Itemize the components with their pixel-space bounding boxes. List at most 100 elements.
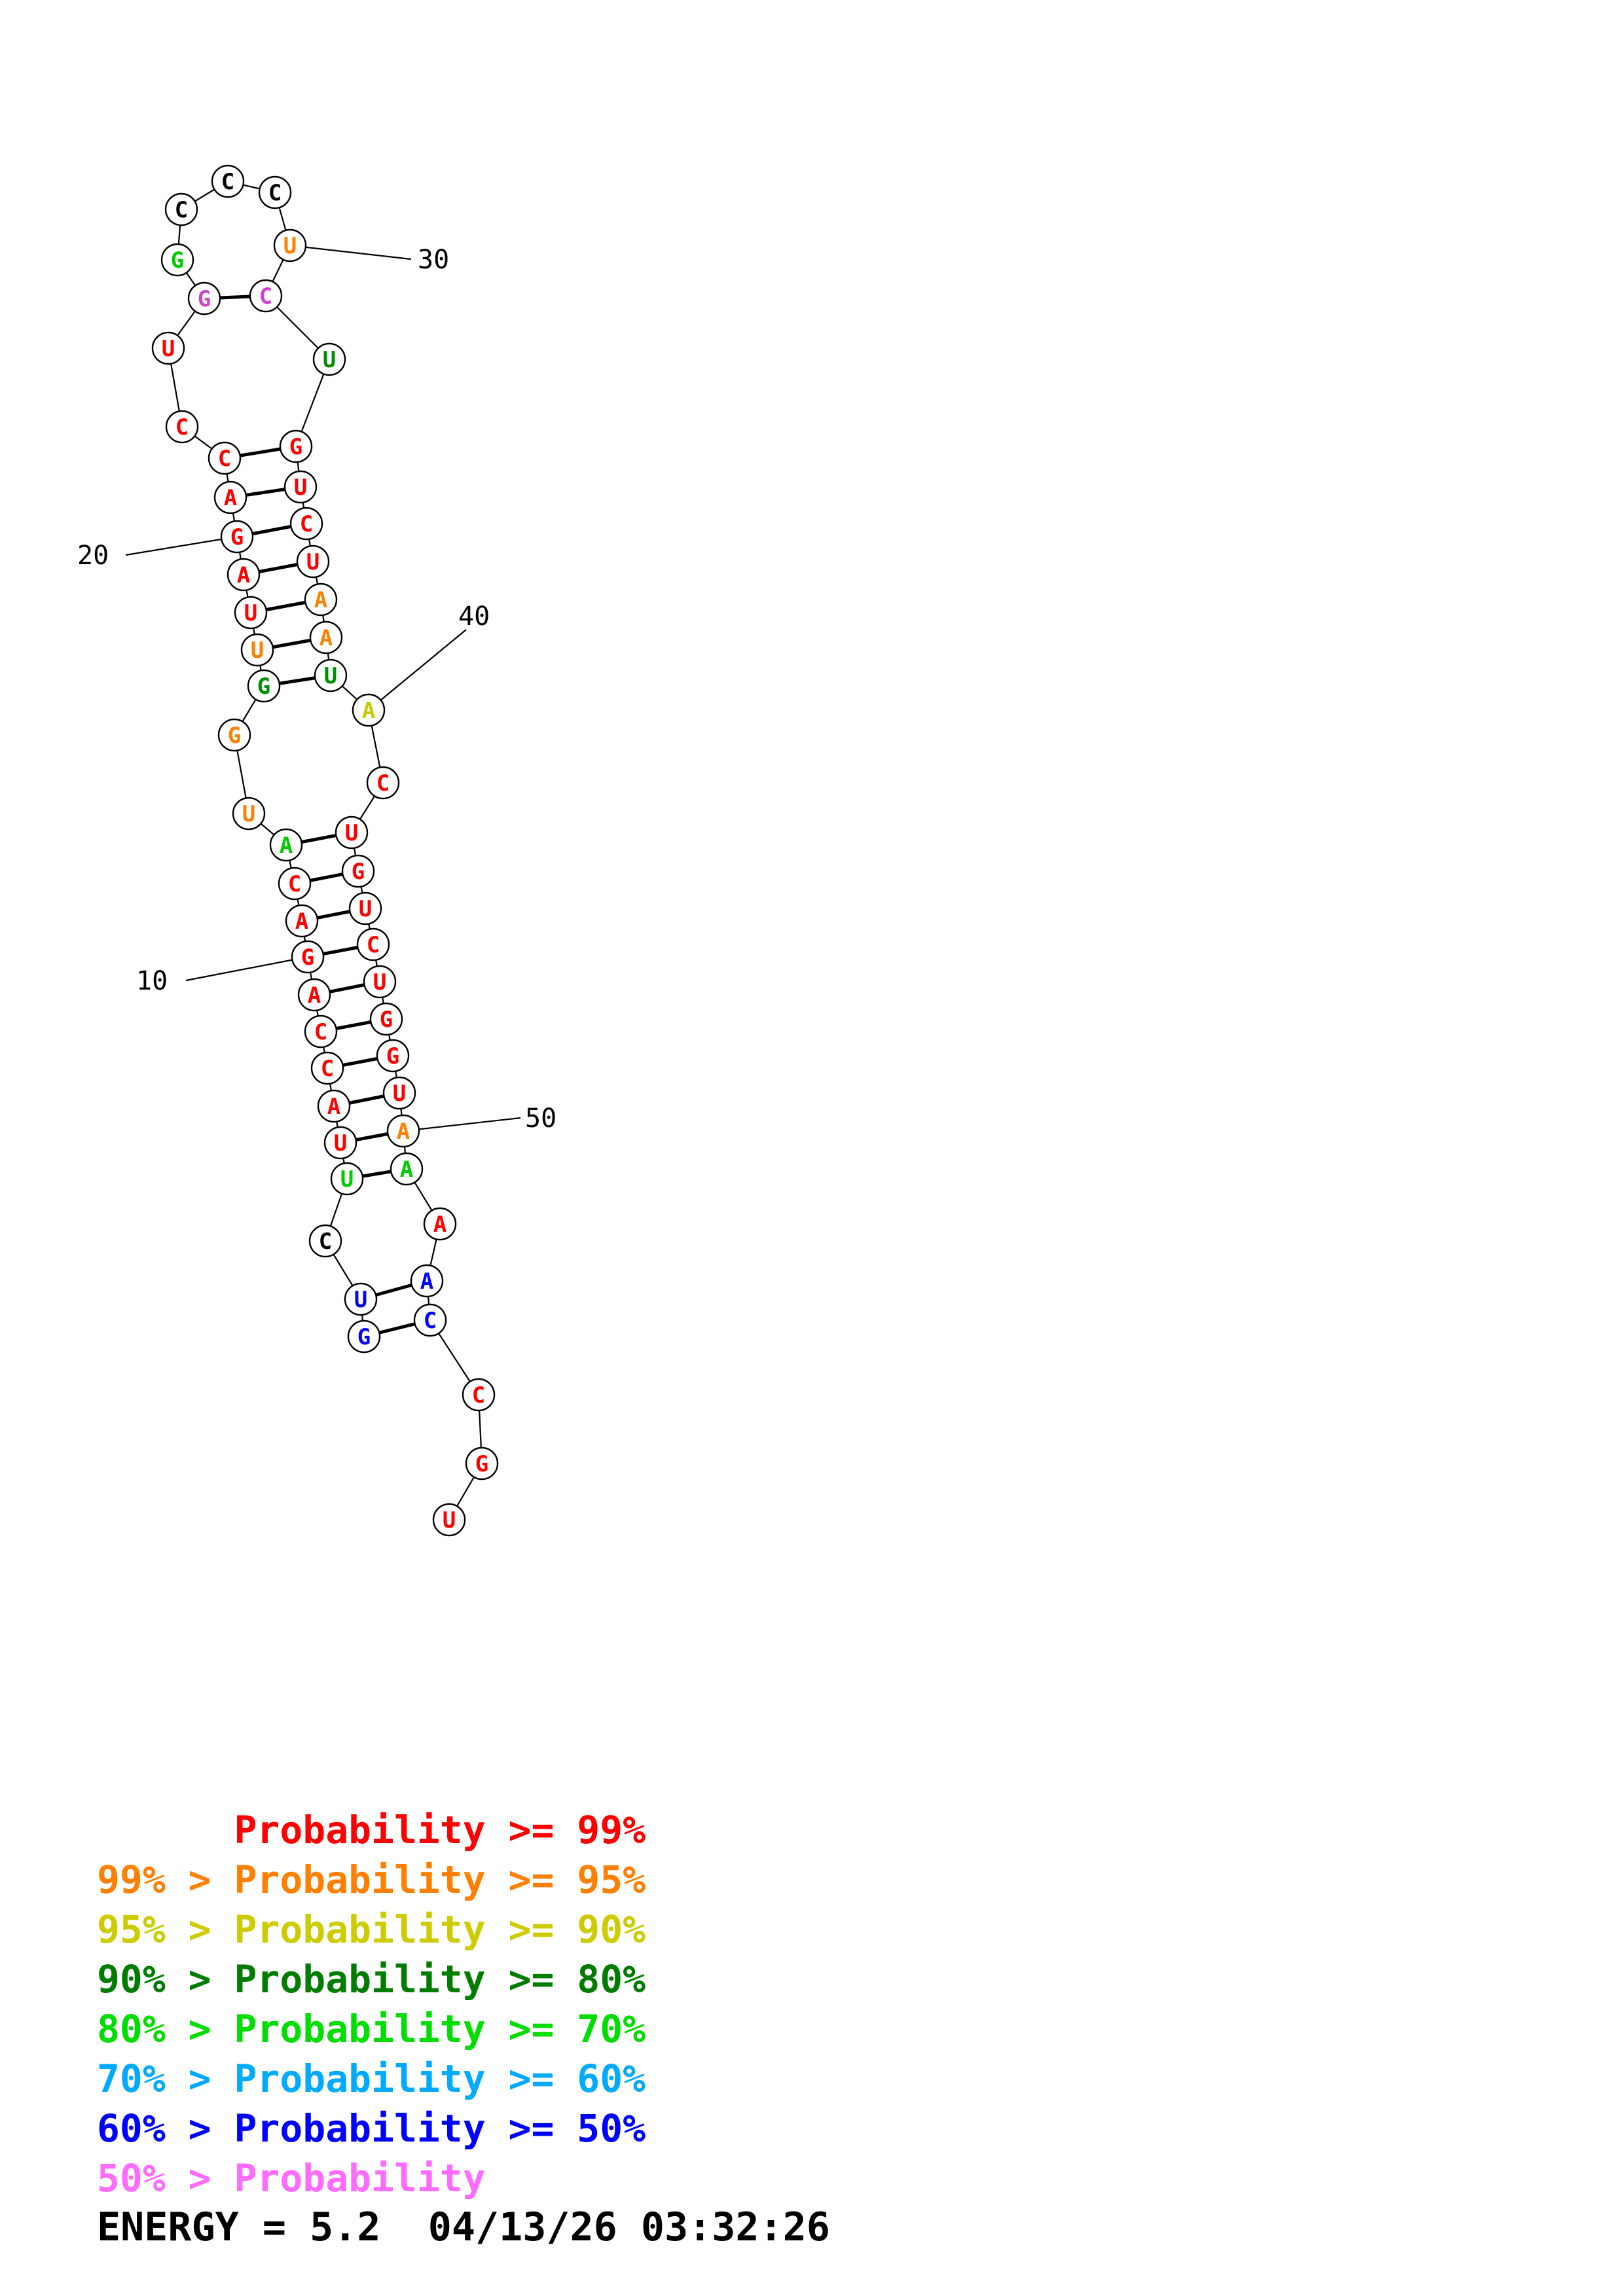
nucleotide-circle — [344, 1282, 378, 1316]
nucleotide-circle — [314, 658, 348, 692]
nucleotide-circle — [348, 891, 382, 925]
nucleotide-circle — [273, 228, 307, 262]
nucleotide-base-A: A — [295, 908, 308, 935]
nucleotide-circle — [247, 669, 281, 703]
nucleotide-circle — [304, 583, 338, 617]
nucleotide-base-U: U — [393, 1081, 406, 1107]
nucleotide-base-C: C — [259, 283, 272, 310]
nucleotide-base-G: G — [171, 247, 184, 274]
position-label: 20 — [77, 541, 109, 571]
nucleotide-circle — [363, 965, 397, 999]
nucleotide-circle — [309, 620, 343, 655]
nucleotide-base-U: U — [334, 1130, 347, 1157]
nucleotide-base-U: U — [251, 637, 264, 664]
nucleotide-base-U: U — [373, 969, 386, 996]
nucleotide-base-C: C — [218, 446, 231, 472]
nucleotide-circle — [240, 633, 274, 667]
nucleotide-circle — [423, 1207, 457, 1241]
nucleotide-base-G: G — [289, 434, 302, 460]
nucleotide-base-G: G — [475, 1451, 488, 1477]
nucleotide-base-C: C — [288, 871, 301, 897]
nucleotide-base-A: A — [224, 485, 237, 511]
legend-line: 60% > Probability >= 50% — [97, 2106, 646, 2151]
nucleotide-circle — [376, 1039, 410, 1073]
nucleotide-base-C: C — [175, 414, 189, 440]
legend-line: Probability >= 99% — [97, 1808, 646, 1852]
nucleotide-circle — [160, 243, 194, 277]
nucleotide-circle — [234, 596, 268, 630]
nucleotide-circle — [291, 940, 325, 974]
nucleotide-base-A: A — [362, 698, 375, 724]
nucleotide-circle — [208, 441, 242, 475]
label-leader-line — [403, 1117, 521, 1132]
nucleotide-circle — [341, 854, 375, 888]
nucleotide-base-U: U — [244, 600, 257, 626]
nucleotide-circle — [232, 797, 266, 831]
nucleotide-base-U: U — [306, 549, 319, 575]
nucleotide-circle — [217, 718, 251, 752]
probability-legend: Probability >= 99% 99% > Probability >= 9… — [97, 1805, 646, 2203]
nucleotide-circle — [269, 828, 303, 862]
nucleotide-base-A: A — [314, 587, 327, 613]
nucleotide-circle — [390, 1152, 424, 1186]
nucleotide-circle — [258, 175, 292, 209]
position-label: 40 — [458, 601, 490, 632]
nucleotide-base-C: C — [321, 1056, 334, 1082]
nucleotide-base-C: C — [319, 1229, 332, 1255]
nucleotide-circle — [297, 978, 331, 1012]
nucleotide-base-A: A — [420, 1268, 433, 1295]
nucleotide-base-G: G — [357, 1324, 371, 1350]
position-label: 30 — [418, 245, 449, 275]
nucleotide-base-C: C — [300, 511, 313, 537]
nucleotide-circle — [347, 1319, 381, 1354]
nucleotide-circle — [213, 480, 247, 514]
legend-line: 95% > Probability >= 90% — [97, 1907, 646, 1952]
energy-line: ENERGY = 5.2 04/13/26 03:32:26 — [97, 2204, 830, 2250]
nucleotide-circle — [304, 1014, 338, 1049]
nucleotide-base-G: G — [386, 1043, 399, 1069]
nucleotide-base-A: A — [327, 1094, 340, 1120]
nucleotide-base-U: U — [359, 896, 372, 922]
nucleotide-circle — [220, 520, 254, 554]
nucleotide-circle — [165, 410, 199, 444]
nucleotide-circle — [151, 331, 185, 365]
nucleotide-base-C: C — [472, 1382, 485, 1408]
nucleotide-base-U: U — [345, 820, 358, 846]
nucleotide-base-C: C — [221, 169, 234, 195]
nucleotide-circle — [279, 429, 313, 463]
legend-line: 99% > Probability >= 95% — [97, 1857, 646, 1902]
nucleotide-base-G: G — [380, 1007, 393, 1033]
nucleotide-base-C: C — [424, 1308, 437, 1334]
nucleotide-circle — [413, 1303, 447, 1337]
nucleotide-base-C: C — [268, 180, 282, 206]
nucleotide-circle — [366, 766, 400, 800]
label-leader-line — [125, 535, 238, 556]
nucleotide-base-U: U — [354, 1287, 367, 1313]
nucleotide-circle — [289, 507, 323, 541]
nucleotide-base-G: G — [228, 723, 241, 749]
nucleotide-base-U: U — [283, 233, 297, 259]
nucleotide-base-U: U — [324, 663, 337, 689]
nucleotide-base-A: A — [280, 833, 293, 859]
nucleotide-base-C: C — [314, 1019, 327, 1045]
nucleotide-circle — [312, 342, 346, 376]
position-label: 10 — [136, 966, 168, 996]
nucleotide-circle — [164, 192, 198, 226]
nucleotide-base-A: A — [397, 1119, 410, 1145]
nucleotide-base-A: A — [400, 1157, 413, 1183]
label-leader-line — [289, 244, 412, 260]
position-label: 50 — [525, 1103, 556, 1134]
nucleotide-circle — [285, 904, 319, 938]
legend-line: 80% > Probability >= 70% — [97, 2007, 646, 2051]
label-leader-line — [185, 956, 308, 982]
nucleotide-base-U: U — [294, 475, 307, 501]
nucleotide-circle — [283, 470, 318, 504]
nucleotide-base-A: A — [308, 982, 321, 1009]
nucleotide-circle — [227, 558, 261, 592]
nucleotide-circle — [382, 1076, 416, 1110]
nucleotide-circle — [462, 1378, 496, 1412]
nucleotide-base-G: G — [352, 859, 365, 885]
nucleotide-circle — [323, 1126, 357, 1160]
